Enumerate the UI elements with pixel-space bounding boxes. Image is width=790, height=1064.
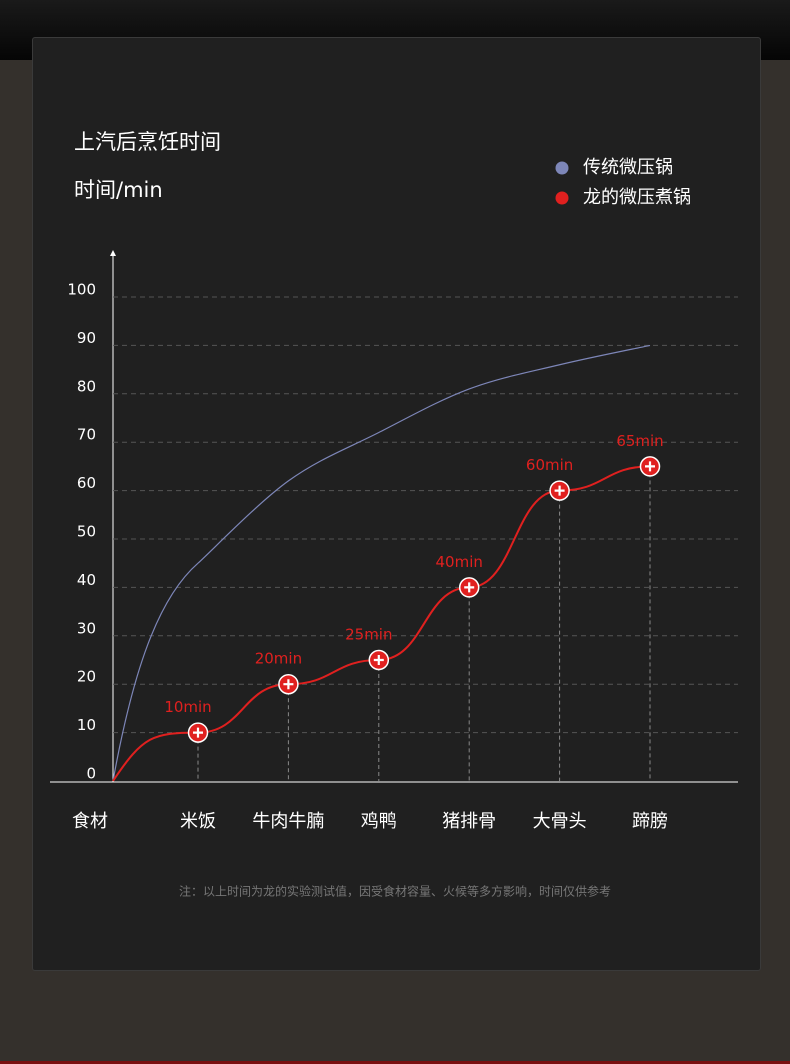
note: 注：以上时间为龙的实验测试值，因受食材容量、火候等多方影响，时间仅供参考 bbox=[179, 884, 611, 899]
y-tick-label: 0 bbox=[86, 765, 96, 783]
x-tick-label: 蹄膀 bbox=[632, 811, 668, 832]
y-tick-label: 90 bbox=[77, 329, 96, 347]
point-plus bbox=[464, 582, 475, 593]
y-tick-label: 100 bbox=[67, 281, 96, 299]
point-plus bbox=[554, 485, 565, 496]
legend-swatch bbox=[555, 191, 569, 205]
x-tick-label: 米饭 bbox=[180, 811, 216, 832]
x-tick-label: 牛肉牛腩 bbox=[252, 811, 324, 832]
point-plus bbox=[373, 655, 384, 665]
y-tick-label: 70 bbox=[77, 426, 96, 444]
x-axis-label: 食材 bbox=[72, 811, 108, 832]
y-tick-label: 60 bbox=[77, 474, 96, 492]
value-label: 25min bbox=[345, 626, 392, 644]
value-label: 20min bbox=[255, 650, 302, 668]
series-line bbox=[197, 465, 651, 734]
legend-swatch bbox=[555, 161, 569, 175]
x-tick-label: 猪排骨 bbox=[442, 811, 496, 832]
y-axis-label: 时间/min bbox=[74, 178, 163, 202]
point-plus bbox=[283, 679, 294, 690]
card bbox=[32, 37, 761, 971]
value-label: 40min bbox=[436, 553, 483, 571]
legend-label: 龙的微压煮锅 bbox=[583, 187, 691, 208]
value-label: 10min bbox=[164, 698, 211, 716]
y-tick-label: 30 bbox=[77, 619, 96, 637]
bottom-bar bbox=[0, 1061, 790, 1064]
y-tick-label: 10 bbox=[77, 716, 96, 734]
legend-label: 传统微压锅 bbox=[583, 157, 673, 178]
point-plus bbox=[645, 461, 655, 472]
chart-title: 上汽后烹饪时间 bbox=[74, 130, 221, 154]
y-tick-label: 80 bbox=[77, 377, 96, 395]
x-tick-label: 大骨头 bbox=[533, 811, 587, 832]
value-label: 65min bbox=[616, 432, 663, 450]
x-tick-label: 鸡鸭 bbox=[361, 811, 397, 832]
series-line bbox=[197, 344, 651, 564]
y-tick-label: 50 bbox=[77, 523, 96, 541]
point-plus bbox=[193, 727, 203, 738]
series-lead bbox=[112, 731, 199, 782]
y-axis-arrow bbox=[110, 250, 116, 256]
series-lead bbox=[112, 562, 199, 782]
value-label: 60min bbox=[526, 456, 573, 474]
y-tick-label: 40 bbox=[77, 571, 96, 589]
y-tick-label: 20 bbox=[77, 668, 96, 686]
